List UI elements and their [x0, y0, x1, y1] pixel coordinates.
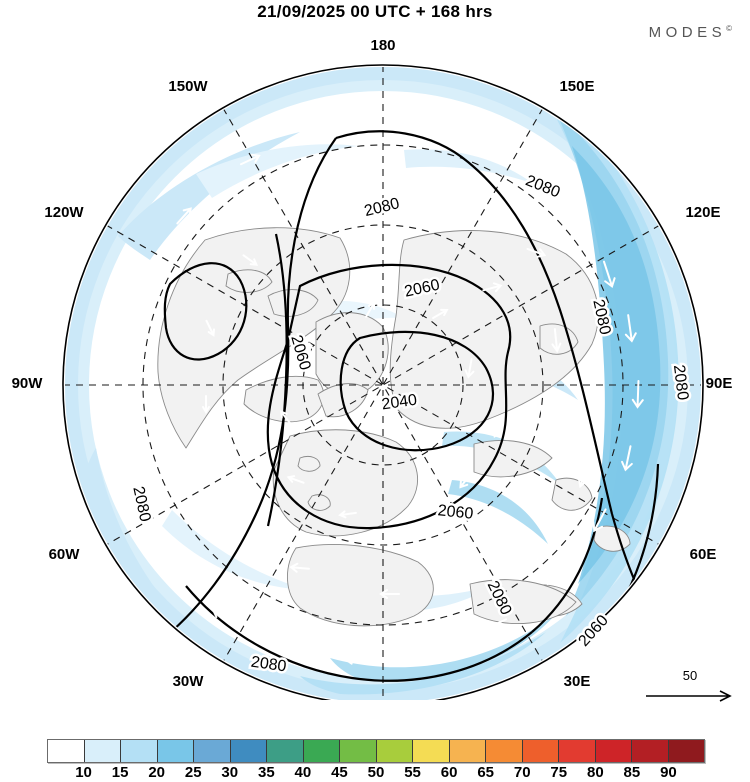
colorbar-cell[interactable] — [48, 740, 85, 762]
coastlines — [157, 227, 631, 627]
colorbar-cell[interactable] — [522, 740, 559, 762]
longitude-label-60w: 60W — [49, 546, 81, 563]
svg-text:2080: 2080 — [670, 364, 691, 402]
colorbar-cell[interactable] — [486, 740, 523, 762]
colorbar-cell[interactable] — [267, 740, 304, 762]
arrow-right-icon — [646, 690, 732, 702]
colorbar-cell[interactable] — [632, 740, 669, 762]
polar-map[interactable]: 2040 2040 2060 2060 2060 2060 2060 2060 2060 2060… — [0, 28, 750, 700]
wind-scale-legend: 50 — [640, 668, 740, 708]
colorbar-tick-label: 75 — [550, 764, 568, 781]
brand-text: MODES — [648, 24, 727, 41]
longitude-label-120e: 120E — [685, 204, 720, 221]
longitude-label-150e: 150E — [559, 78, 594, 95]
longitude-label-150w: 150W — [168, 78, 208, 95]
svg-text:2040: 2040 — [381, 392, 419, 414]
page-title: 21/09/2025 00 UTC + 168 hrs — [257, 2, 493, 21]
longitude-label-60e: 60E — [690, 546, 717, 563]
colorbar-cell[interactable] — [668, 740, 704, 762]
longitude-label-90w: 90W — [12, 375, 44, 392]
longitude-label-120w: 120W — [44, 204, 84, 221]
colorbar-tick-label: 55 — [404, 764, 421, 781]
colorbar-tick-label: 20 — [148, 764, 165, 781]
colorbar-cell[interactable] — [121, 740, 158, 762]
wind-scale-value: 50 — [682, 668, 698, 683]
colorbar[interactable] — [47, 739, 705, 763]
colorbar-tick-label: 40 — [294, 764, 312, 781]
svg-text:2080: 2080 — [250, 654, 288, 676]
colorbar-tick-label: 90 — [660, 764, 677, 781]
colorbar-tick-label: 85 — [623, 764, 641, 781]
graticule-meridians — [65, 67, 701, 700]
longitude-label-30e: 30E — [564, 673, 591, 690]
colorbar-cell[interactable] — [230, 740, 267, 762]
map-svg[interactable]: 2040204020602060206020602060206020602060… — [0, 28, 750, 700]
colorbar-cell[interactable] — [157, 740, 194, 762]
longitude-label-30w: 30W — [173, 673, 205, 690]
colorbar-cell[interactable] — [194, 740, 231, 762]
colorbar-cell[interactable] — [559, 740, 596, 762]
colorbar-tick-label: 60 — [440, 764, 458, 781]
colorbar-tick-label: 70 — [513, 764, 531, 781]
colorbar-cell[interactable] — [413, 740, 450, 762]
colorbar-cell[interactable] — [449, 740, 486, 762]
colorbar-cell[interactable] — [303, 740, 340, 762]
modes-logo: MODES© — [649, 24, 732, 41]
colorbar-tick-label: 65 — [477, 764, 494, 781]
colorbar-tick-label: 10 — [75, 764, 92, 781]
longitude-label-180: 180 — [370, 37, 395, 54]
colorbar-cell[interactable] — [84, 740, 121, 762]
colorbar-tick-label: 50 — [367, 764, 385, 781]
wind-vectors — [102, 107, 644, 665]
colorbar-ticks: 10 15 20 25 30 35 40 45 50 55 60 65 70 75 80 85 90 — [47, 764, 705, 782]
colorbar-cell[interactable] — [340, 740, 377, 762]
colorbar-tick-label: 25 — [184, 764, 202, 781]
colorbar-tick-label: 80 — [586, 764, 604, 781]
colorbar-tick-label: 15 — [111, 764, 129, 781]
colorbar-cell[interactable] — [595, 740, 632, 762]
globe-outline — [62, 64, 704, 700]
copyright-icon: © — [726, 24, 732, 33]
longitude-label-group: 180150W150E120W120E90W90E60W60E30W30E0 — [12, 37, 733, 690]
colorbar-tick-label: 35 — [257, 764, 275, 781]
colorbar-tick-label: 45 — [331, 764, 348, 781]
svg-text:2060: 2060 — [437, 502, 474, 523]
colorbar-tick-label: 30 — [221, 764, 239, 781]
colorbar-cell[interactable] — [376, 740, 413, 762]
longitude-label-90e: 90E — [706, 375, 733, 392]
